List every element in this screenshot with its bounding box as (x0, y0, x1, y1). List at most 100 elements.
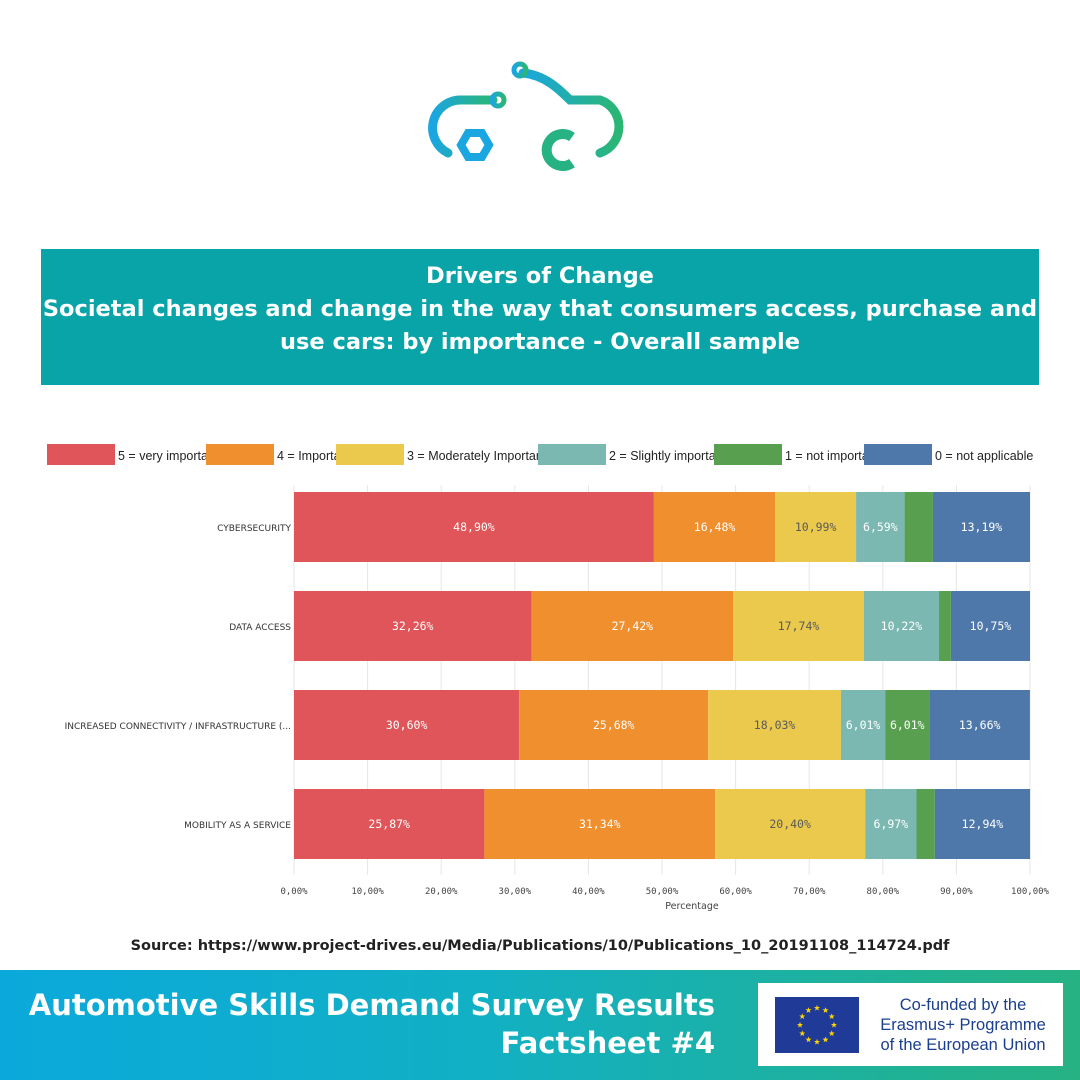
x-tick-label: 10,00% (351, 887, 384, 897)
bar-segment (929, 690, 1030, 760)
eu-text-line: of the European Union (880, 1036, 1046, 1054)
bar-segment (294, 690, 520, 760)
data-label: 17,74% (778, 619, 820, 633)
category-label: DATA ACCESS (229, 623, 291, 633)
x-tick-label: 90,00% (940, 887, 973, 897)
bar-segment (904, 492, 933, 562)
title-line: use cars: by importance - Overall sample (279, 329, 801, 355)
bar-segment (715, 789, 866, 859)
category-label: CYBERSECURITY (217, 524, 291, 534)
data-label: 25,68% (593, 718, 635, 732)
x-tick-label: 20,00% (425, 887, 458, 897)
eu-star-icon (796, 1021, 804, 1028)
bar-segment (856, 492, 905, 562)
legend-label: 3 = Moderately Important (407, 449, 547, 463)
data-label: 32,26% (392, 619, 434, 633)
x-tick-label: 60,00% (719, 887, 752, 897)
x-tick-label: 30,00% (499, 887, 532, 897)
bar-segment (916, 789, 935, 859)
legend-label: 4 = Important (277, 449, 352, 463)
legend-swatch (47, 444, 115, 465)
legend-swatch (864, 444, 932, 465)
eu-star-icon (828, 1013, 835, 1020)
data-label: 48,90% (453, 520, 495, 534)
chart-title: Drivers of Change Societal changes and c… (41, 249, 1039, 385)
bar-segment (840, 690, 886, 760)
bar-segment (531, 591, 734, 661)
bar-segment (733, 591, 864, 661)
footer-title-line: Automotive Skills Demand Survey Results (28, 988, 715, 1022)
x-tick-label: 0,00% (280, 887, 308, 897)
eu-funding-text: Co-funded by the Erasmus+ Programme of t… (868, 995, 1058, 1055)
bar-segment (519, 690, 709, 760)
legend-swatch (714, 444, 782, 465)
eu-text-line: Erasmus+ Programme (880, 1016, 1046, 1034)
x-tick-label: 80,00% (867, 887, 900, 897)
data-label: 10,22% (881, 619, 923, 633)
eu-star-icon (799, 1013, 806, 1020)
data-label: 18,03% (754, 718, 796, 732)
x-axis-title: Percentage (665, 901, 719, 912)
stacked-bar-chart: 5 = very important 4 = Important 3 = Moder… (47, 444, 1050, 912)
source-citation: Source: https://www.project-drives.eu/Me… (130, 938, 950, 954)
bar-segment (885, 690, 930, 760)
data-label: 6,97% (874, 817, 909, 831)
legend-label: 1 = not important (785, 449, 880, 463)
data-label: 6,01% (846, 718, 881, 732)
bar-segment (932, 492, 1030, 562)
bar-segment (484, 789, 716, 859)
category-label: INCREASED CONNECTIVITY / INFRASTRUCTURE … (65, 722, 291, 732)
title-line: Drivers of Change (426, 263, 654, 289)
title-line: Societal changes and change in the way t… (42, 296, 1038, 322)
legend-swatch (538, 444, 606, 465)
x-tick-label: 70,00% (793, 887, 826, 897)
bar-segment (294, 591, 532, 661)
data-label: 30,60% (386, 718, 428, 732)
data-label: 13,19% (961, 520, 1003, 534)
bar-segment (775, 492, 857, 562)
x-tick-label: 100,00% (1011, 887, 1050, 897)
eu-star-icon (822, 1036, 829, 1043)
eu-flag-icon (775, 997, 859, 1053)
eu-star-icon (805, 1036, 812, 1043)
eu-text-line: Co-funded by the (899, 996, 1027, 1014)
data-label: 13,66% (959, 718, 1001, 732)
bar-segment (863, 591, 940, 661)
data-label: 16,48% (694, 520, 736, 534)
bar-segment (950, 591, 1030, 661)
footer-title: Automotive Skills Demand Survey Results … (29, 986, 715, 1062)
data-label: 27,42% (612, 619, 654, 633)
legend-swatch (336, 444, 404, 465)
data-label: 6,01% (890, 718, 925, 732)
legend-swatch (206, 444, 274, 465)
eu-star-icon (828, 1030, 835, 1037)
eu-star-icon (805, 1007, 812, 1013)
data-label: 12,94% (962, 817, 1004, 831)
data-label: 20,40% (769, 817, 811, 831)
legend-label: 0 = not applicable (935, 449, 1033, 463)
bar-segment (865, 789, 917, 859)
bar-segment (939, 591, 951, 661)
legend-label: 2 = Slightly important (609, 449, 727, 463)
x-tick-label: 40,00% (572, 887, 605, 897)
data-label: 6,59% (863, 520, 898, 534)
footer-banner: Automotive Skills Demand Survey Results … (0, 970, 1080, 1080)
footer-title-line: Factsheet #4 (500, 1026, 715, 1060)
bar-segment (708, 690, 841, 760)
eu-star-icon (822, 1007, 829, 1013)
eu-star-icon (813, 1038, 821, 1045)
bar-segment (934, 789, 1031, 859)
legend-label: 5 = very important (118, 449, 219, 463)
bar-segment (653, 492, 776, 562)
data-label: 25,87% (368, 817, 410, 831)
category-label: MOBILITY AS A SERVICE (184, 821, 291, 831)
eu-star-icon (799, 1030, 806, 1037)
data-label: 31,34% (579, 817, 621, 831)
data-label: 10,75% (970, 619, 1012, 633)
eu-star-icon (813, 1004, 821, 1011)
x-tick-label: 50,00% (646, 887, 679, 897)
bar-segment (294, 789, 485, 859)
eu-star-icon (830, 1021, 838, 1028)
bar-segment (294, 492, 654, 562)
car-circuit-wrench-logo (428, 61, 624, 171)
